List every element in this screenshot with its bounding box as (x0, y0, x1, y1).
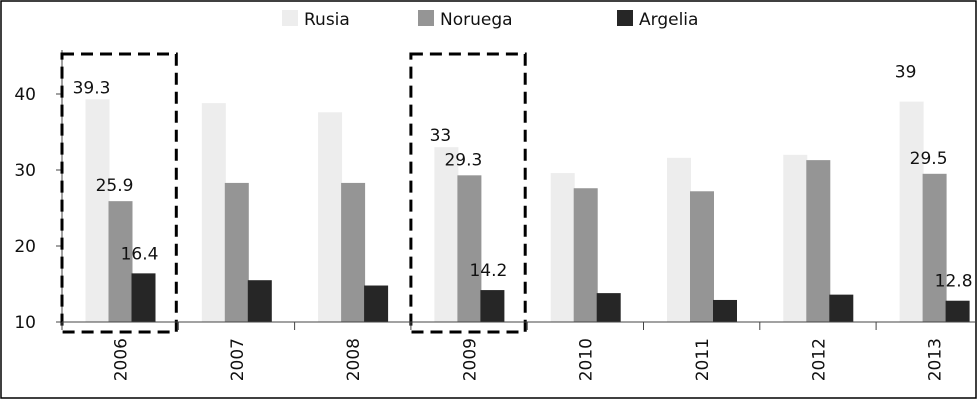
legend-label: Rusia (304, 10, 350, 30)
data-label: 29.3 (444, 150, 482, 170)
bar-noruega-2007 (224, 182, 249, 322)
legend-label: Noruega (440, 10, 513, 30)
bar-argelia-2006 (131, 273, 156, 322)
highlight-box-2009 (409, 52, 527, 334)
x-axis: 2006 2007 2008 2009 2010 2011 2012 2013 (61, 321, 975, 381)
bar-argelia-2011 (713, 299, 737, 322)
bar-rusia-2013 (899, 101, 924, 322)
bar-rusia-2009 (434, 147, 459, 322)
bars-group (85, 99, 970, 323)
bar-argelia-2013 (945, 300, 970, 322)
data-label: 39.3 (73, 78, 111, 98)
x-tick-label: 2008 (344, 338, 364, 381)
bar-noruega-2006 (108, 201, 133, 322)
bar-argelia-2009 (480, 290, 505, 322)
x-tick-label: 2012 (809, 338, 829, 381)
legend-swatch-noruega (418, 10, 434, 26)
bar-rusia-2007 (201, 103, 226, 323)
x-tick-label: 2013 (926, 338, 946, 381)
bar-noruega-2010 (573, 188, 598, 322)
highlight-boxes (60, 52, 527, 334)
bar-argelia-2008 (364, 285, 389, 322)
bar-rusia-2006 (85, 99, 110, 322)
bar-rusia-2010 (550, 173, 575, 322)
bar-argelia-2007 (247, 280, 272, 322)
y-tick-label: 40 (14, 85, 36, 105)
data-label: 16.4 (121, 244, 159, 264)
data-label: 33 (430, 126, 452, 146)
x-tick-label: 2010 (577, 338, 597, 381)
x-tick-label: 2007 (228, 338, 248, 381)
legend-label: Argelia (639, 10, 698, 30)
bar-rusia-2008 (318, 112, 343, 323)
data-label: 14.2 (469, 261, 507, 281)
x-tick-label: 2009 (460, 338, 480, 381)
y-tick-label: 30 (14, 161, 36, 181)
highlight-box-2006 (60, 52, 178, 334)
legend-swatch-rusia (282, 10, 298, 26)
x-tick-label: 2011 (693, 338, 713, 381)
legend-swatch-argelia (617, 10, 633, 26)
data-labels: 39.3 25.9 16.4 33 29.3 14.2 39 29.5 12.8 (73, 63, 973, 292)
data-label: 29.5 (910, 149, 948, 169)
bar-rusia-2012 (783, 154, 808, 322)
bar-noruega-2011 (690, 191, 714, 322)
data-label: 39 (895, 63, 917, 83)
x-tick-label: 2006 (112, 338, 132, 381)
data-label: 25.9 (96, 176, 134, 196)
bar-rusia-2011 (667, 157, 691, 322)
legend: Rusia Noruega Argelia (282, 10, 698, 30)
y-tick-label: 20 (14, 237, 36, 257)
bar-noruega-2008 (341, 182, 366, 322)
bar-noruega-2009 (457, 175, 482, 322)
data-label: 12.8 (935, 272, 973, 292)
bar-argelia-2012 (829, 294, 854, 322)
y-tick-label: 10 (14, 313, 36, 333)
y-axis: 10 20 30 40 (14, 50, 63, 333)
bar-noruega-2013 (922, 173, 947, 322)
bar-argelia-2010 (596, 293, 621, 322)
bar-noruega-2012 (806, 160, 831, 322)
